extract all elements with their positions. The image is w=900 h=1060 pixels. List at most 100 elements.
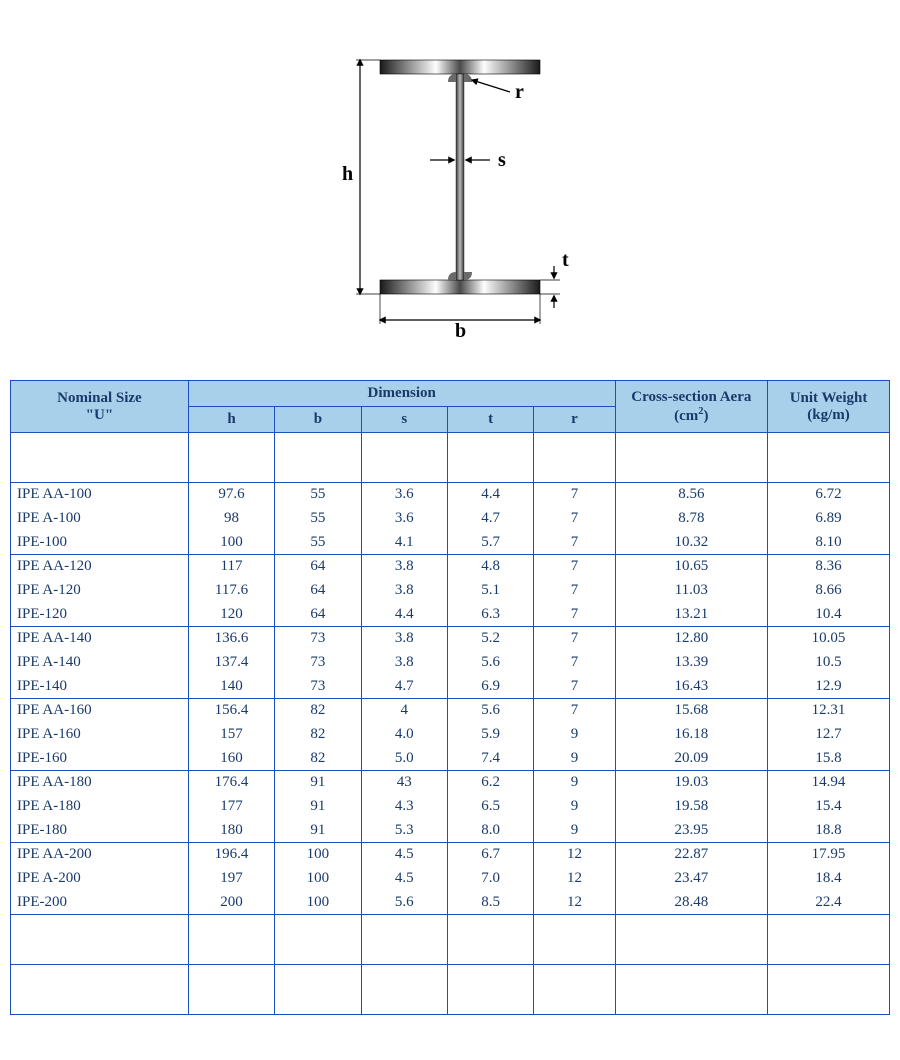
header-cross-section: Cross-section Aera (cm2) — [615, 381, 767, 433]
header-unit-weight: Unit Weight (kg/m) — [768, 381, 890, 433]
cell-name: IPE AA-120 — [11, 555, 189, 579]
cell-h: 120 — [188, 603, 274, 627]
spacer-row — [11, 433, 890, 483]
cell-s: 4.1 — [361, 531, 447, 555]
cell-b: 82 — [275, 747, 361, 771]
cell-r: 12 — [534, 843, 615, 867]
cell-b: 100 — [275, 867, 361, 891]
cell-weight: 22.4 — [768, 891, 890, 915]
cell-r: 9 — [534, 747, 615, 771]
cell-t: 4.4 — [447, 483, 533, 507]
header-nominal-size: Nominal Size "U" — [11, 381, 189, 433]
cell-h: 140 — [188, 675, 274, 699]
cell-name: IPE A-100 — [11, 507, 189, 531]
cell-area: 10.65 — [615, 555, 767, 579]
cell-area: 23.47 — [615, 867, 767, 891]
cell-weight: 10.5 — [768, 651, 890, 675]
cell-r: 7 — [534, 483, 615, 507]
cell-s: 3.8 — [361, 555, 447, 579]
cell-name: IPE AA-100 — [11, 483, 189, 507]
table-row: IPE AA-180176.491436.2919.0314.94 — [11, 771, 890, 795]
cell-r: 7 — [534, 651, 615, 675]
label-b: b — [455, 320, 466, 342]
cell-h: 137.4 — [188, 651, 274, 675]
cell-area: 19.03 — [615, 771, 767, 795]
header-b: b — [275, 407, 361, 433]
cell-b: 55 — [275, 483, 361, 507]
cell-name: IPE AA-180 — [11, 771, 189, 795]
label-h: h — [342, 163, 353, 185]
header-dimension: Dimension — [188, 381, 615, 407]
cell-t: 5.6 — [447, 699, 533, 723]
table-row: IPE-160160825.07.4920.0915.8 — [11, 747, 890, 771]
cell-weight: 8.36 — [768, 555, 890, 579]
cell-r: 9 — [534, 723, 615, 747]
cell-weight: 8.10 — [768, 531, 890, 555]
cell-t: 7.4 — [447, 747, 533, 771]
table-row: IPE A-160157824.05.9916.1812.7 — [11, 723, 890, 747]
cell-r: 12 — [534, 891, 615, 915]
cell-weight: 15.8 — [768, 747, 890, 771]
header-t: t — [447, 407, 533, 433]
table-row: IPE AA-200196.41004.56.71222.8717.95 — [11, 843, 890, 867]
cell-r: 9 — [534, 819, 615, 843]
label-r: r — [515, 81, 524, 103]
table-row: IPE-100100554.15.7710.328.10 — [11, 531, 890, 555]
cell-h: 176.4 — [188, 771, 274, 795]
header-h: h — [188, 407, 274, 433]
cell-area: 8.56 — [615, 483, 767, 507]
cell-area: 19.58 — [615, 795, 767, 819]
cell-area: 8.78 — [615, 507, 767, 531]
cell-area: 11.03 — [615, 579, 767, 603]
cell-name: IPE A-120 — [11, 579, 189, 603]
cell-r: 7 — [534, 531, 615, 555]
cell-name: IPE AA-200 — [11, 843, 189, 867]
table-row: IPE A-120117.6643.85.1711.038.66 — [11, 579, 890, 603]
cell-name: IPE AA-160 — [11, 699, 189, 723]
cell-h: 200 — [188, 891, 274, 915]
cell-name: IPE-200 — [11, 891, 189, 915]
cell-weight: 18.8 — [768, 819, 890, 843]
cell-area: 20.09 — [615, 747, 767, 771]
cell-b: 82 — [275, 723, 361, 747]
table-row: IPE-180180915.38.0923.9518.8 — [11, 819, 890, 843]
cell-name: IPE A-180 — [11, 795, 189, 819]
cell-b: 64 — [275, 603, 361, 627]
cell-h: 196.4 — [188, 843, 274, 867]
cell-s: 4.4 — [361, 603, 447, 627]
cell-s: 3.8 — [361, 627, 447, 651]
header-r: r — [534, 407, 615, 433]
cell-h: 156.4 — [188, 699, 274, 723]
cell-t: 4.7 — [447, 507, 533, 531]
cell-weight: 12.31 — [768, 699, 890, 723]
cell-area: 13.21 — [615, 603, 767, 627]
spacer-row — [11, 915, 890, 965]
cell-b: 82 — [275, 699, 361, 723]
cell-b: 100 — [275, 843, 361, 867]
cell-t: 5.1 — [447, 579, 533, 603]
cell-weight: 15.4 — [768, 795, 890, 819]
cell-s: 5.6 — [361, 891, 447, 915]
cell-r: 7 — [534, 699, 615, 723]
cell-s: 4 — [361, 699, 447, 723]
cell-area: 16.43 — [615, 675, 767, 699]
cell-name: IPE A-140 — [11, 651, 189, 675]
cell-area: 10.32 — [615, 531, 767, 555]
table-row: IPE A-10098553.64.778.786.89 — [11, 507, 890, 531]
table-row: IPE AA-140136.6733.85.2712.8010.05 — [11, 627, 890, 651]
table-body: IPE AA-10097.6553.64.478.566.72IPE A-100… — [11, 433, 890, 1015]
cell-b: 73 — [275, 675, 361, 699]
cell-h: 117 — [188, 555, 274, 579]
cell-t: 7.0 — [447, 867, 533, 891]
cell-t: 6.5 — [447, 795, 533, 819]
cell-name: IPE-120 — [11, 603, 189, 627]
cell-s: 3.8 — [361, 579, 447, 603]
cell-t: 5.6 — [447, 651, 533, 675]
cell-r: 12 — [534, 867, 615, 891]
cell-h: 117.6 — [188, 579, 274, 603]
cell-name: IPE AA-140 — [11, 627, 189, 651]
cell-h: 100 — [188, 531, 274, 555]
cell-weight: 10.4 — [768, 603, 890, 627]
table-row: IPE-2002001005.68.51228.4822.4 — [11, 891, 890, 915]
cell-t: 6.7 — [447, 843, 533, 867]
